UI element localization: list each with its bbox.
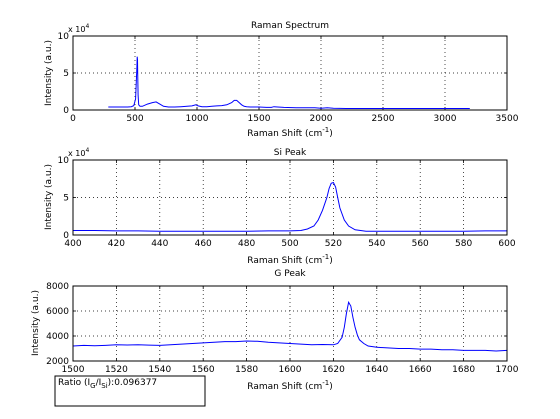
p2-xtick-label: 460 <box>195 239 212 249</box>
panel-1-tick-labels: 0 500 1000 1500 2000 2500 3000 3500 0 5 10 <box>58 32 519 124</box>
p2-xtick-label: 560 <box>412 239 429 249</box>
p3-xtick-label: 1640 <box>365 365 388 375</box>
panel-1-exponent: x 104 <box>68 23 89 34</box>
ratio-prefix: Ratio (I <box>58 378 90 388</box>
panel-1-xlabel-sup: -1 <box>322 126 329 134</box>
p3-ytick-label: 4000 <box>46 332 69 342</box>
panel-2-series-line <box>73 181 507 232</box>
panel-3-frame <box>72 285 508 362</box>
panel-1-ylabel: Intensity (a.u.) <box>44 40 54 106</box>
p2-xtick-label: 480 <box>238 239 255 249</box>
p2-ytick-label: 10 <box>58 156 70 166</box>
ratio-sub-g: G <box>90 382 95 390</box>
panel-2-xlabel-sup: -1 <box>322 253 329 261</box>
p3-xtick-label: 1680 <box>452 365 475 375</box>
p3-ytick-label: 2000 <box>46 357 69 367</box>
p3-ytick-label: 6000 <box>46 307 69 317</box>
panel-3-ylabel: Intensity (a.u.) <box>31 290 41 356</box>
panel-1-xlabel-main: Raman Shift (cm <box>247 129 322 139</box>
p3-xtick-label: 1600 <box>279 365 302 375</box>
panel-1-title: Raman Spectrum <box>251 21 329 31</box>
ratio-sub-si: Si <box>101 382 107 390</box>
p1-xtick-label: 1500 <box>248 114 271 124</box>
p3-xtick-label: 1580 <box>235 365 258 375</box>
p2-xtick-label: 540 <box>368 239 385 249</box>
ratio-mid: /I <box>96 378 102 388</box>
p3-xtick-label: 1500 <box>62 365 85 375</box>
ratio-box <box>54 375 206 407</box>
panel-2-title: Si Peak <box>274 148 307 158</box>
p3-xtick-label: 1620 <box>322 365 345 375</box>
p1-ytick-label: 0 <box>63 106 69 116</box>
panel-raman-spectrum: Raman Spectrum x 104 0 500 1000 1500 2000 250… <box>44 21 519 139</box>
p3-xtick-label: 1540 <box>148 365 171 375</box>
panel-1-frame <box>72 35 508 111</box>
panel-2-frame <box>72 159 508 236</box>
p2-xtick-label: 400 <box>64 239 81 249</box>
ratio-text: Ratio (IG/ISi):0.096377 <box>58 378 157 390</box>
panel-3-xlabel: Raman Shift (cm-1) <box>247 379 332 392</box>
panel-3-series-line <box>72 300 508 352</box>
p3-ytick-label: 8000 <box>46 282 69 292</box>
p2-xtick-label: 420 <box>108 239 125 249</box>
p3-xtick-label: 1700 <box>496 365 519 375</box>
p2-xtick-label: 600 <box>498 239 515 249</box>
ratio-suffix: ):0.096377 <box>108 378 158 388</box>
panel-3-xlabel-sup: -1 <box>322 379 329 387</box>
p2-xtick-label: 440 <box>151 239 168 249</box>
p3-xtick-label: 1520 <box>105 365 128 375</box>
p1-ytick-label: 10 <box>58 32 70 42</box>
p1-xtick-label: 1000 <box>186 114 209 124</box>
panel-1-xlabel-tail: ) <box>329 129 333 139</box>
panel-2-tick-labels: 400 420 440 460 480 500 520 540 560 580 600 0 5 10 <box>58 156 516 249</box>
ratio-annotation: Ratio (IG/ISi):0.096377 <box>54 375 206 407</box>
p2-xtick-label: 580 <box>455 239 472 249</box>
p1-xtick-label: 0 <box>70 114 76 124</box>
panel-g-peak: G Peak 1500 1520 1540 1560 1580 1600 1620 1640 1… <box>31 269 519 392</box>
p1-xtick-label: 2000 <box>310 114 333 124</box>
p1-xtick-label: 500 <box>126 114 143 124</box>
p1-xtick-label: 3000 <box>434 114 457 124</box>
panel-2-xlabel-tail: ) <box>329 256 333 266</box>
panel-2-exponent: x 104 <box>68 147 89 158</box>
p2-ytick-label: 5 <box>63 194 69 204</box>
p1-xtick-label: 3500 <box>496 114 519 124</box>
p1-ytick-label: 5 <box>63 69 69 79</box>
p2-xtick-label: 500 <box>281 239 298 249</box>
panel-3-xlabel-main: Raman Shift (cm <box>247 382 322 392</box>
p2-xtick-label: 520 <box>325 239 342 249</box>
panel-3-tick-labels: 1500 1520 1540 1560 1580 1600 1620 1640 1660 1680… <box>46 282 519 375</box>
p1-xtick-label: 2500 <box>372 114 395 124</box>
panel-2-ylabel: Intensity (a.u.) <box>44 164 54 230</box>
panel-3-xlabel-tail: ) <box>329 382 333 392</box>
p2-ytick-label: 0 <box>63 231 69 241</box>
p3-xtick-label: 1660 <box>409 365 432 375</box>
panel-1-xlabel: Raman Shift (cm-1) <box>247 126 332 139</box>
panel-2-xlabel-main: Raman Shift (cm <box>247 256 322 266</box>
p3-xtick-label: 1560 <box>192 365 215 375</box>
panel-2-xlabel: Raman Shift (cm-1) <box>247 253 332 266</box>
panel-3-title: G Peak <box>274 269 306 279</box>
panel-1-exponent-base: x 10 <box>68 25 85 34</box>
panel-2-grid <box>72 159 508 236</box>
panel-2-exponent-base: x 10 <box>68 149 85 158</box>
panel-2-exponent-power: 4 <box>85 147 89 154</box>
panel-1-exponent-power: 4 <box>85 23 89 30</box>
panel-si-peak: Si Peak x 104 400 420 440 460 480 500 520 540 56… <box>44 147 516 266</box>
panel-1-series-line <box>108 56 470 109</box>
